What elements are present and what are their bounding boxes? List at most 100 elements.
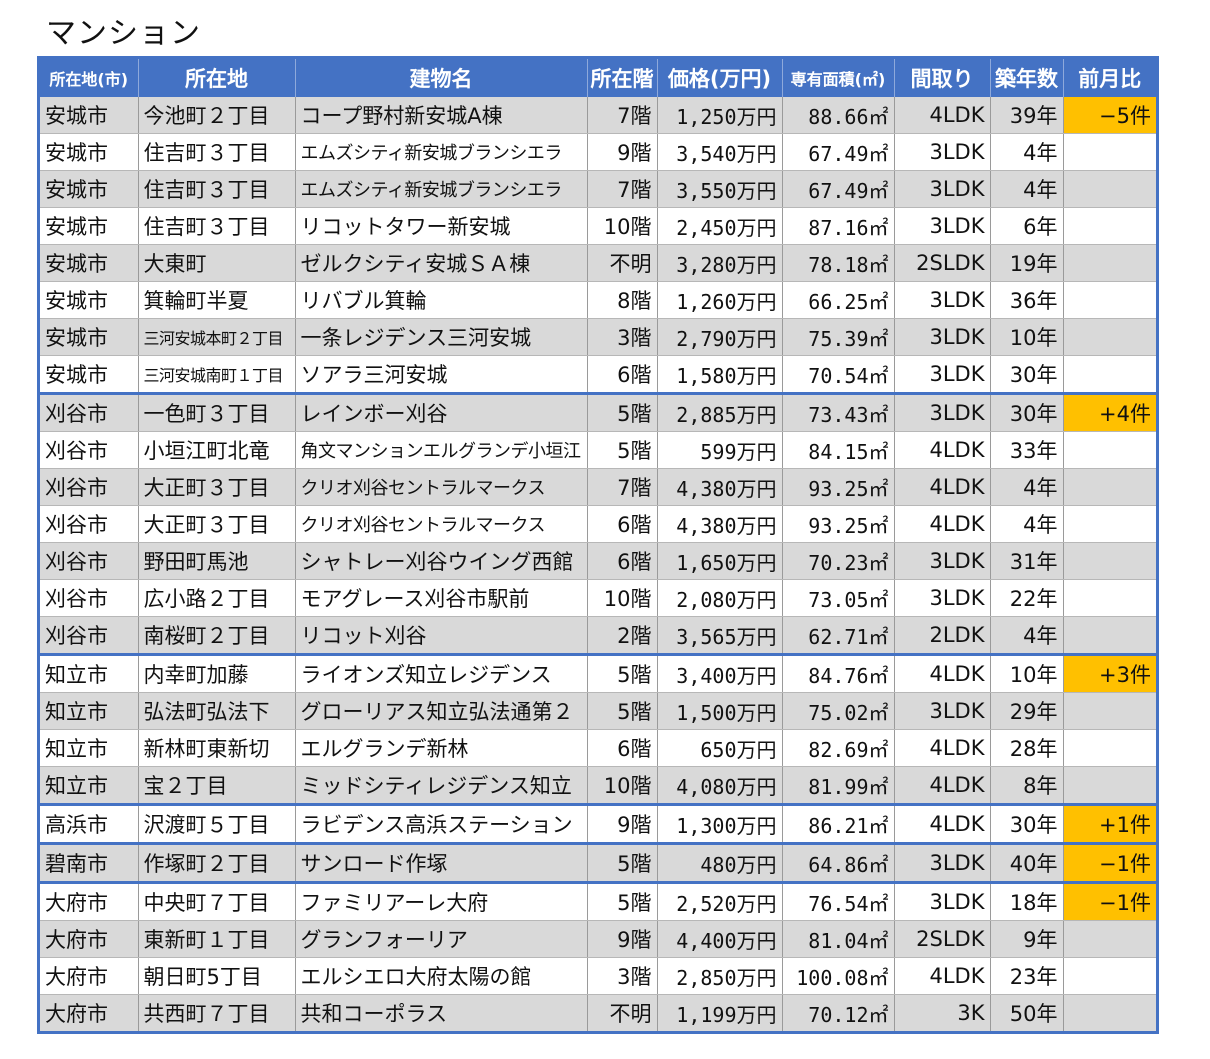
cell-change: +3件 [1063,654,1156,693]
cell-area: 81.04㎡ [782,920,895,958]
cell-city: 大府市 [40,920,139,958]
header-building: 建物名 [295,59,588,97]
cell-layout: 4LDK [894,957,991,995]
cell-age: 4年 [990,170,1064,208]
cell-price: 2,850万円 [657,957,783,995]
cell-price: 4,380万円 [657,505,783,543]
cell-floor: 5階 [587,843,658,884]
cell-building: モアグレース刈谷市駅前 [295,579,588,617]
cell-layout: 2SLDK [894,244,991,282]
cell-age: 30年 [990,804,1064,845]
cell-city: 知立市 [40,766,139,806]
cell-age: 18年 [990,882,1064,921]
cell-building: リバブル箕輪 [295,281,588,319]
cell-age: 4年 [990,133,1064,171]
cell-change: −5件 [1063,97,1156,134]
cell-price: 2,080万円 [657,579,783,617]
cell-area: 67.49㎡ [782,170,895,208]
cell-city: 安城市 [40,170,139,208]
cell-area: 70.54㎡ [782,355,895,395]
cell-floor: 5階 [587,882,658,921]
cell-layout: 3LDK [894,882,991,921]
cell-price: 2,885万円 [657,393,783,432]
cell-price: 1,250万円 [657,97,783,134]
header-change: 前月比 [1063,59,1156,97]
cell-price: 3,550万円 [657,170,783,208]
cell-city: 大府市 [40,882,139,921]
cell-address: 三河安城南町１丁目 [138,355,296,395]
cell-layout: 3LDK [894,170,991,208]
cell-price: 4,380万円 [657,468,783,506]
cell-city: 大府市 [40,957,139,995]
cell-age: 4年 [990,505,1064,543]
cell-change [1063,318,1156,356]
header-area: 専有面積(㎡) [782,59,895,97]
cell-layout: 3LDK [894,318,991,356]
table-row: 高浜市 沢渡町５丁目 ラビデンス高浜ステーション 9階 1,300万円 86.21㎡ 4LD… [40,804,1156,845]
cell-address: 今池町２丁目 [138,97,296,134]
cell-price: 2,450万円 [657,207,783,245]
cell-change [1063,133,1156,171]
cell-city: 安城市 [40,133,139,171]
cell-area: 87.16㎡ [782,207,895,245]
cell-price: 3,540万円 [657,133,783,171]
table-row: 安城市 今池町２丁目 コープ野村新安城A棟 7階 1,250万円 88.66㎡ 4LDK 39… [40,97,1156,134]
cell-change [1063,431,1156,469]
cell-price: 1,650万円 [657,542,783,580]
cell-layout: 3LDK [894,542,991,580]
cell-price: 1,500万円 [657,692,783,730]
cell-layout: 4LDK [894,654,991,693]
cell-floor: 7階 [587,97,658,134]
cell-address: 大東町 [138,244,296,282]
cell-age: 30年 [990,355,1064,395]
cell-price: 1,300万円 [657,804,783,845]
cell-layout: 4LDK [894,505,991,543]
cell-age: 40年 [990,843,1064,884]
cell-area: 88.66㎡ [782,97,895,134]
table-row: 知立市 弘法町弘法下 グローリアス知立弘法通第２ 5階 1,500万円 75.02㎡ 3LD… [40,692,1156,730]
cell-layout: 3LDK [894,843,991,884]
cell-change [1063,207,1156,245]
cell-city: 安城市 [40,97,139,134]
table-row: 知立市 新林町東新切 エルグランデ新林 6階 650万円 82.69㎡ 4LDK 28年 [40,729,1156,767]
cell-floor: 7階 [587,170,658,208]
page-title: マンション [46,16,201,51]
cell-address: 住吉町３丁目 [138,133,296,171]
table-row: 刈谷市 大正町３丁目 クリオ刈谷セントラルマークス 7階 4,380万円 93.25㎡ 4L… [40,468,1156,506]
cell-building: シャトレー刈谷ウイング西館 [295,542,588,580]
cell-floor: 10階 [587,766,658,806]
cell-age: 50年 [990,994,1064,1031]
cell-change: +1件 [1063,804,1156,845]
header-city: 所在地(市) [40,59,139,97]
cell-building: ファミリアーレ大府 [295,882,588,921]
cell-address: 弘法町弘法下 [138,692,296,730]
table-row: 刈谷市 南桜町２丁目 リコット刈谷 2階 3,565万円 62.71㎡ 2LDK 4年 [40,616,1156,656]
cell-building: ミッドシティレジデンス知立 [295,766,588,806]
cell-area: 84.76㎡ [782,654,895,693]
cell-floor: 不明 [587,244,658,282]
cell-layout: 3LDK [894,281,991,319]
cell-change [1063,579,1156,617]
table-row: 刈谷市 大正町３丁目 クリオ刈谷セントラルマークス 6階 4,380万円 93.25㎡ 4L… [40,505,1156,543]
cell-age: 10年 [990,654,1064,693]
cell-address: 内幸町加藤 [138,654,296,693]
cell-layout: 4LDK [894,468,991,506]
cell-change: −1件 [1063,882,1156,921]
cell-area: 82.69㎡ [782,729,895,767]
cell-age: 22年 [990,579,1064,617]
cell-price: 3,280万円 [657,244,783,282]
table-row: 大府市 東新町１丁目 グランフォーリア 9階 4,400万円 81.04㎡ 2SLDK 9年 [40,920,1156,958]
cell-age: 28年 [990,729,1064,767]
cell-change [1063,994,1156,1031]
cell-age: 4年 [990,616,1064,656]
cell-price: 3,400万円 [657,654,783,693]
cell-city: 刈谷市 [40,431,139,469]
cell-age: 10年 [990,318,1064,356]
cell-building: リコットタワー新安城 [295,207,588,245]
cell-address: 中央町７丁目 [138,882,296,921]
cell-building: ゼルクシティ安城ＳＡ棟 [295,244,588,282]
cell-age: 39年 [990,97,1064,134]
cell-layout: 3LDK [894,355,991,395]
cell-building: グランフォーリア [295,920,588,958]
cell-address: 朝日町5丁目 [138,957,296,995]
